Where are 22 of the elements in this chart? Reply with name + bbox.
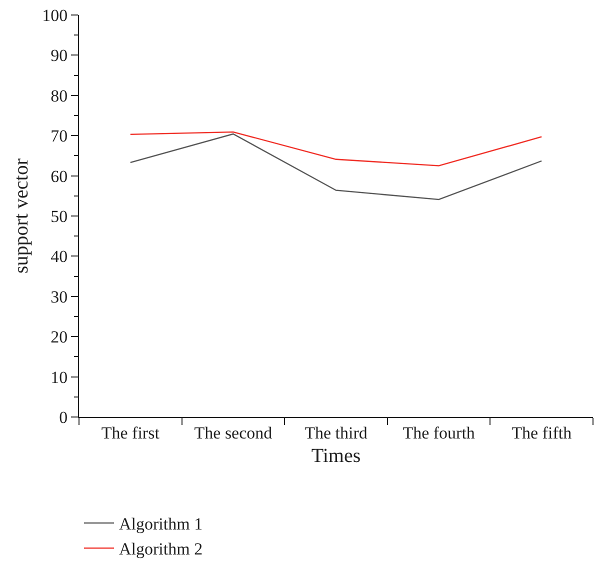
y-tick-label: 10 (50, 368, 68, 387)
line-series (130, 131, 542, 166)
y-tick-label: 60 (50, 166, 68, 186)
y-tick-label: 90 (50, 46, 68, 66)
y-tick-label: 40 (50, 247, 68, 266)
y-tick-label: 80 (50, 86, 68, 106)
x-tick-label: The fifth (512, 423, 572, 442)
legend-label: Algorithm 2 (119, 540, 203, 559)
y-axis-title: support vector (10, 158, 33, 274)
x-tick-label: The fourth (402, 423, 476, 442)
y-tick-label: 20 (50, 328, 68, 347)
legend-label: Algorithm 1 (119, 514, 203, 534)
y-tick-label: 70 (50, 126, 68, 146)
y-tick-label: 50 (50, 206, 68, 226)
x-tick-label: The third (304, 423, 368, 442)
x-axis-title: Times (311, 444, 361, 467)
y-tick-label: 30 (50, 287, 68, 306)
y-tick-label: 0 (59, 408, 68, 427)
line-series (130, 133, 542, 200)
x-tick-label: The first (101, 423, 160, 442)
x-tick-label: The second (194, 423, 273, 442)
y-tick-label: 100 (42, 6, 68, 25)
